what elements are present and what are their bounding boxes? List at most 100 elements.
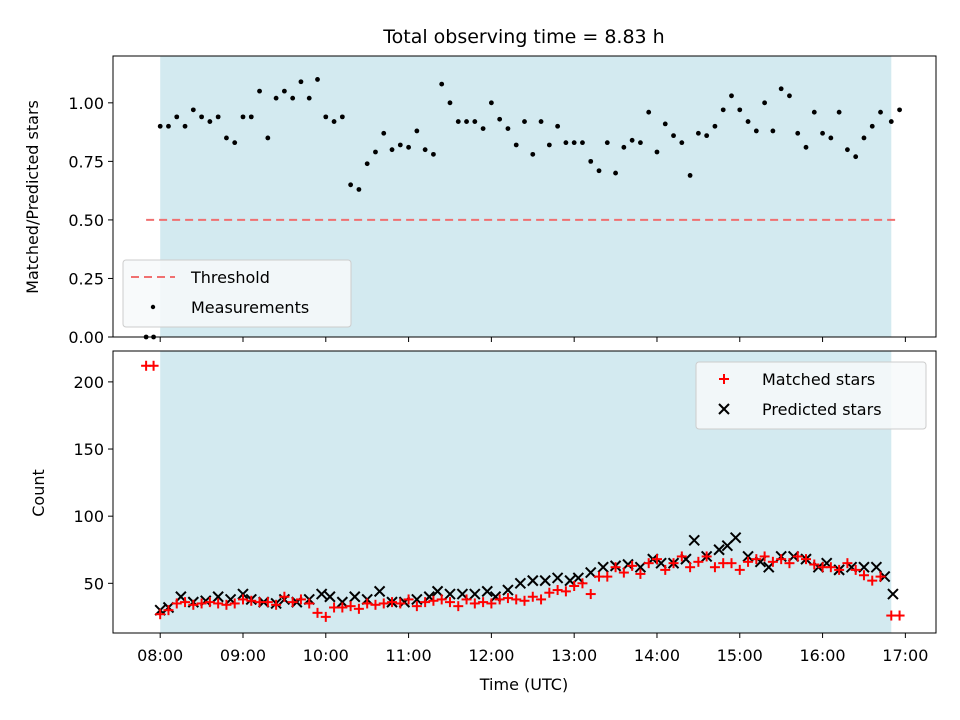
predicted-star-marker: [237, 588, 249, 600]
measurement-point: [240, 114, 246, 120]
measurement-point: [836, 109, 842, 115]
measurement-point: [687, 173, 693, 178]
matched-star-marker: [370, 599, 381, 610]
predicted-star-marker: [349, 591, 361, 603]
matched-star-marker: [486, 598, 497, 609]
measurement-points: [143, 77, 902, 340]
count-y-label: Count: [29, 469, 48, 517]
y-tick-label: 50: [84, 574, 104, 593]
matched-star-marker: [478, 597, 489, 608]
predicted-star-marker: [315, 588, 328, 600]
measurement-point: [753, 128, 759, 134]
predicted-star-marker: [597, 561, 609, 573]
matched-star-marker: [685, 562, 696, 573]
measurement-point: [439, 81, 445, 87]
predicted-star-marker: [887, 588, 899, 600]
x-axis-label: Time (UTC): [479, 675, 568, 694]
matched-star-marker: [362, 598, 373, 609]
predicted-star-marker: [688, 534, 700, 547]
count-x-ticks: 08:00 09:00 10:00 11:00 12:00 13:00 14:00 15:00…: [137, 633, 928, 665]
measurement-point: [257, 88, 262, 94]
measurement-point: [207, 119, 213, 124]
measurement-point: [389, 147, 395, 153]
x-tick-label: 08:00: [137, 646, 183, 665]
measurement-point: [704, 133, 710, 139]
predicted-star-marker: [444, 588, 456, 600]
ratio-legend: Threshold Measurements: [122, 259, 352, 328]
measurement-point: [323, 114, 329, 120]
matched-star-marker: [767, 556, 778, 567]
matched-star-marker: [693, 556, 704, 567]
x-tick-label: 15:00: [717, 646, 763, 665]
matched-star-marker: [237, 594, 248, 605]
measurement-point: [422, 147, 428, 153]
measurement-point: [174, 114, 180, 120]
measurement-point: [431, 151, 436, 157]
matched-star-marker: [577, 578, 588, 589]
measurement-point: [538, 119, 544, 124]
measurement-point: [373, 149, 378, 155]
measurement-point: [464, 119, 469, 124]
y-tick-label: 200: [73, 373, 104, 392]
matched-star-marker: [776, 554, 787, 565]
measurement-point: [546, 142, 552, 148]
matched-star-marker: [784, 558, 795, 569]
matched-star-marker: [660, 564, 671, 575]
measurement-point: [281, 88, 287, 94]
x-tick-label: 09:00: [220, 646, 266, 665]
matched-star-marker: [842, 558, 853, 569]
matched-star-marker: [527, 591, 538, 602]
matched-star-marker: [295, 594, 306, 605]
matched-star-marker: [627, 560, 638, 571]
matched-star-marker: [163, 605, 174, 616]
measurement-point: [787, 93, 792, 99]
measurement-point: [513, 142, 519, 148]
matched-star-marker: [759, 551, 770, 562]
measurement-point: [720, 107, 726, 113]
measurement-point: [662, 121, 668, 127]
predicted-star-marker: [551, 572, 564, 584]
ratio-legend-box: [122, 259, 352, 328]
measurement-point: [480, 126, 486, 131]
matched-star-marker: [618, 567, 629, 578]
matched-star-marker: [875, 571, 886, 582]
legend-measurements-label: Measurements: [191, 298, 309, 317]
measurement-point: [638, 140, 643, 146]
matched-star-marker: [801, 554, 812, 565]
measurement-point: [712, 123, 718, 129]
measurement-point: [596, 168, 602, 174]
measurement-point: [646, 109, 652, 115]
measurement-point: [455, 119, 461, 124]
matched-star-marker: [312, 607, 323, 618]
count-y-ticks: 50 100 150 200: [73, 373, 113, 593]
matched-star-marker: [726, 558, 737, 569]
measurement-point: [306, 95, 312, 101]
matched-star-marker: [411, 601, 422, 612]
measurement-point: [654, 149, 660, 155]
measurement-point: [488, 100, 494, 106]
ratio-panel-frame: [112, 55, 937, 338]
predicted-star-marker: [469, 588, 481, 600]
measurement-point: [737, 107, 743, 113]
measurement-point: [828, 135, 834, 141]
measurement-point: [795, 130, 801, 136]
measurement-point: [679, 140, 685, 146]
x-tick-label: 17:00: [882, 646, 928, 665]
measurement-point: [803, 144, 809, 150]
matched-star-marker: [155, 609, 166, 620]
measurement-point: [232, 140, 238, 146]
measurement-point: [356, 187, 362, 192]
y-tick-label: 0.25: [68, 269, 104, 288]
measurement-point: [215, 114, 221, 120]
measurement-point: [406, 144, 411, 150]
predicted-star-marker: [373, 585, 386, 598]
matched-star-marker: [585, 589, 596, 600]
measurement-point: [397, 142, 403, 148]
matched-star-marker: [850, 564, 861, 575]
predicted-star-marker: [539, 574, 551, 587]
y-tick-label: 0.50: [68, 211, 104, 230]
y-tick-label: 1.00: [68, 94, 104, 113]
matched-star-marker: [569, 581, 580, 591]
measurement-point: [571, 140, 577, 146]
